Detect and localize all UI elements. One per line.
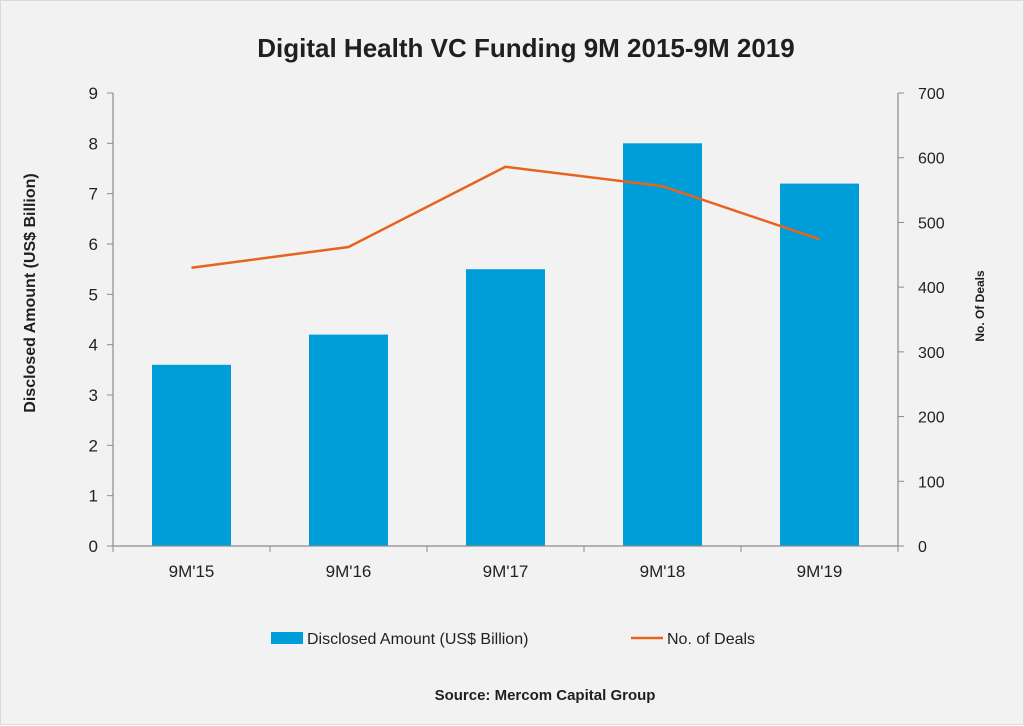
right-tick-label: 500: [918, 215, 945, 232]
right-tick-label: 600: [918, 151, 945, 168]
left-tick-label: 8: [89, 134, 98, 153]
y-axis-title: Disclosed Amount (US$ Billion): [22, 173, 39, 412]
x-tick-label: 9M'15: [169, 562, 215, 581]
legend-swatch-bar: [271, 632, 303, 644]
source-note: Source: Mercom Capital Group: [435, 687, 656, 704]
right-tick-label: 700: [918, 86, 945, 103]
bar-series: [152, 143, 859, 546]
bar-3: [623, 143, 702, 546]
right-tick-label: 300: [918, 345, 945, 362]
bar-1: [309, 335, 388, 546]
bar-4: [780, 184, 859, 546]
right-axis-ticks: 0 100 200 300 400 500 600 700: [898, 86, 945, 556]
left-tick-label: 3: [89, 386, 98, 405]
deals-line: [192, 167, 820, 268]
left-tick-label: 2: [89, 436, 98, 455]
left-tick-label: 9: [89, 84, 98, 103]
left-tick-label: 1: [89, 487, 98, 506]
left-axis-ticks: 0 1 2 3 4 5 6 7 8 9: [89, 84, 113, 556]
left-tick-label: 4: [89, 336, 98, 355]
left-tick-label: 5: [89, 285, 98, 304]
bar-2: [466, 269, 545, 546]
x-axis-ticks: 9M'15 9M'16 9M'17 9M'18 9M'19: [113, 546, 898, 581]
line-series: [191, 167, 819, 268]
x-tick-label: 9M'16: [326, 562, 372, 581]
y-axis-right-title: No. Of Deals: [973, 270, 987, 342]
x-tick-label: 9M'19: [797, 562, 843, 581]
legend-label-line: No. of Deals: [667, 631, 755, 648]
right-tick-label: 400: [918, 280, 945, 297]
left-tick-label: 0: [89, 537, 98, 556]
x-tick-label: 9M'17: [483, 562, 529, 581]
legend-label-bar: Disclosed Amount (US$ Billion): [307, 631, 528, 648]
bar-0: [152, 365, 231, 546]
legend: Disclosed Amount (US$ Billion) No. of De…: [271, 631, 755, 648]
right-tick-label: 0: [918, 539, 927, 556]
right-tick-label: 200: [918, 410, 945, 427]
chart-title: Digital Health VC Funding 9M 2015-9M 201…: [257, 33, 794, 63]
x-tick-label: 9M'18: [640, 562, 686, 581]
left-tick-label: 6: [89, 235, 98, 254]
right-tick-label: 100: [918, 474, 945, 491]
left-tick-label: 7: [89, 185, 98, 204]
